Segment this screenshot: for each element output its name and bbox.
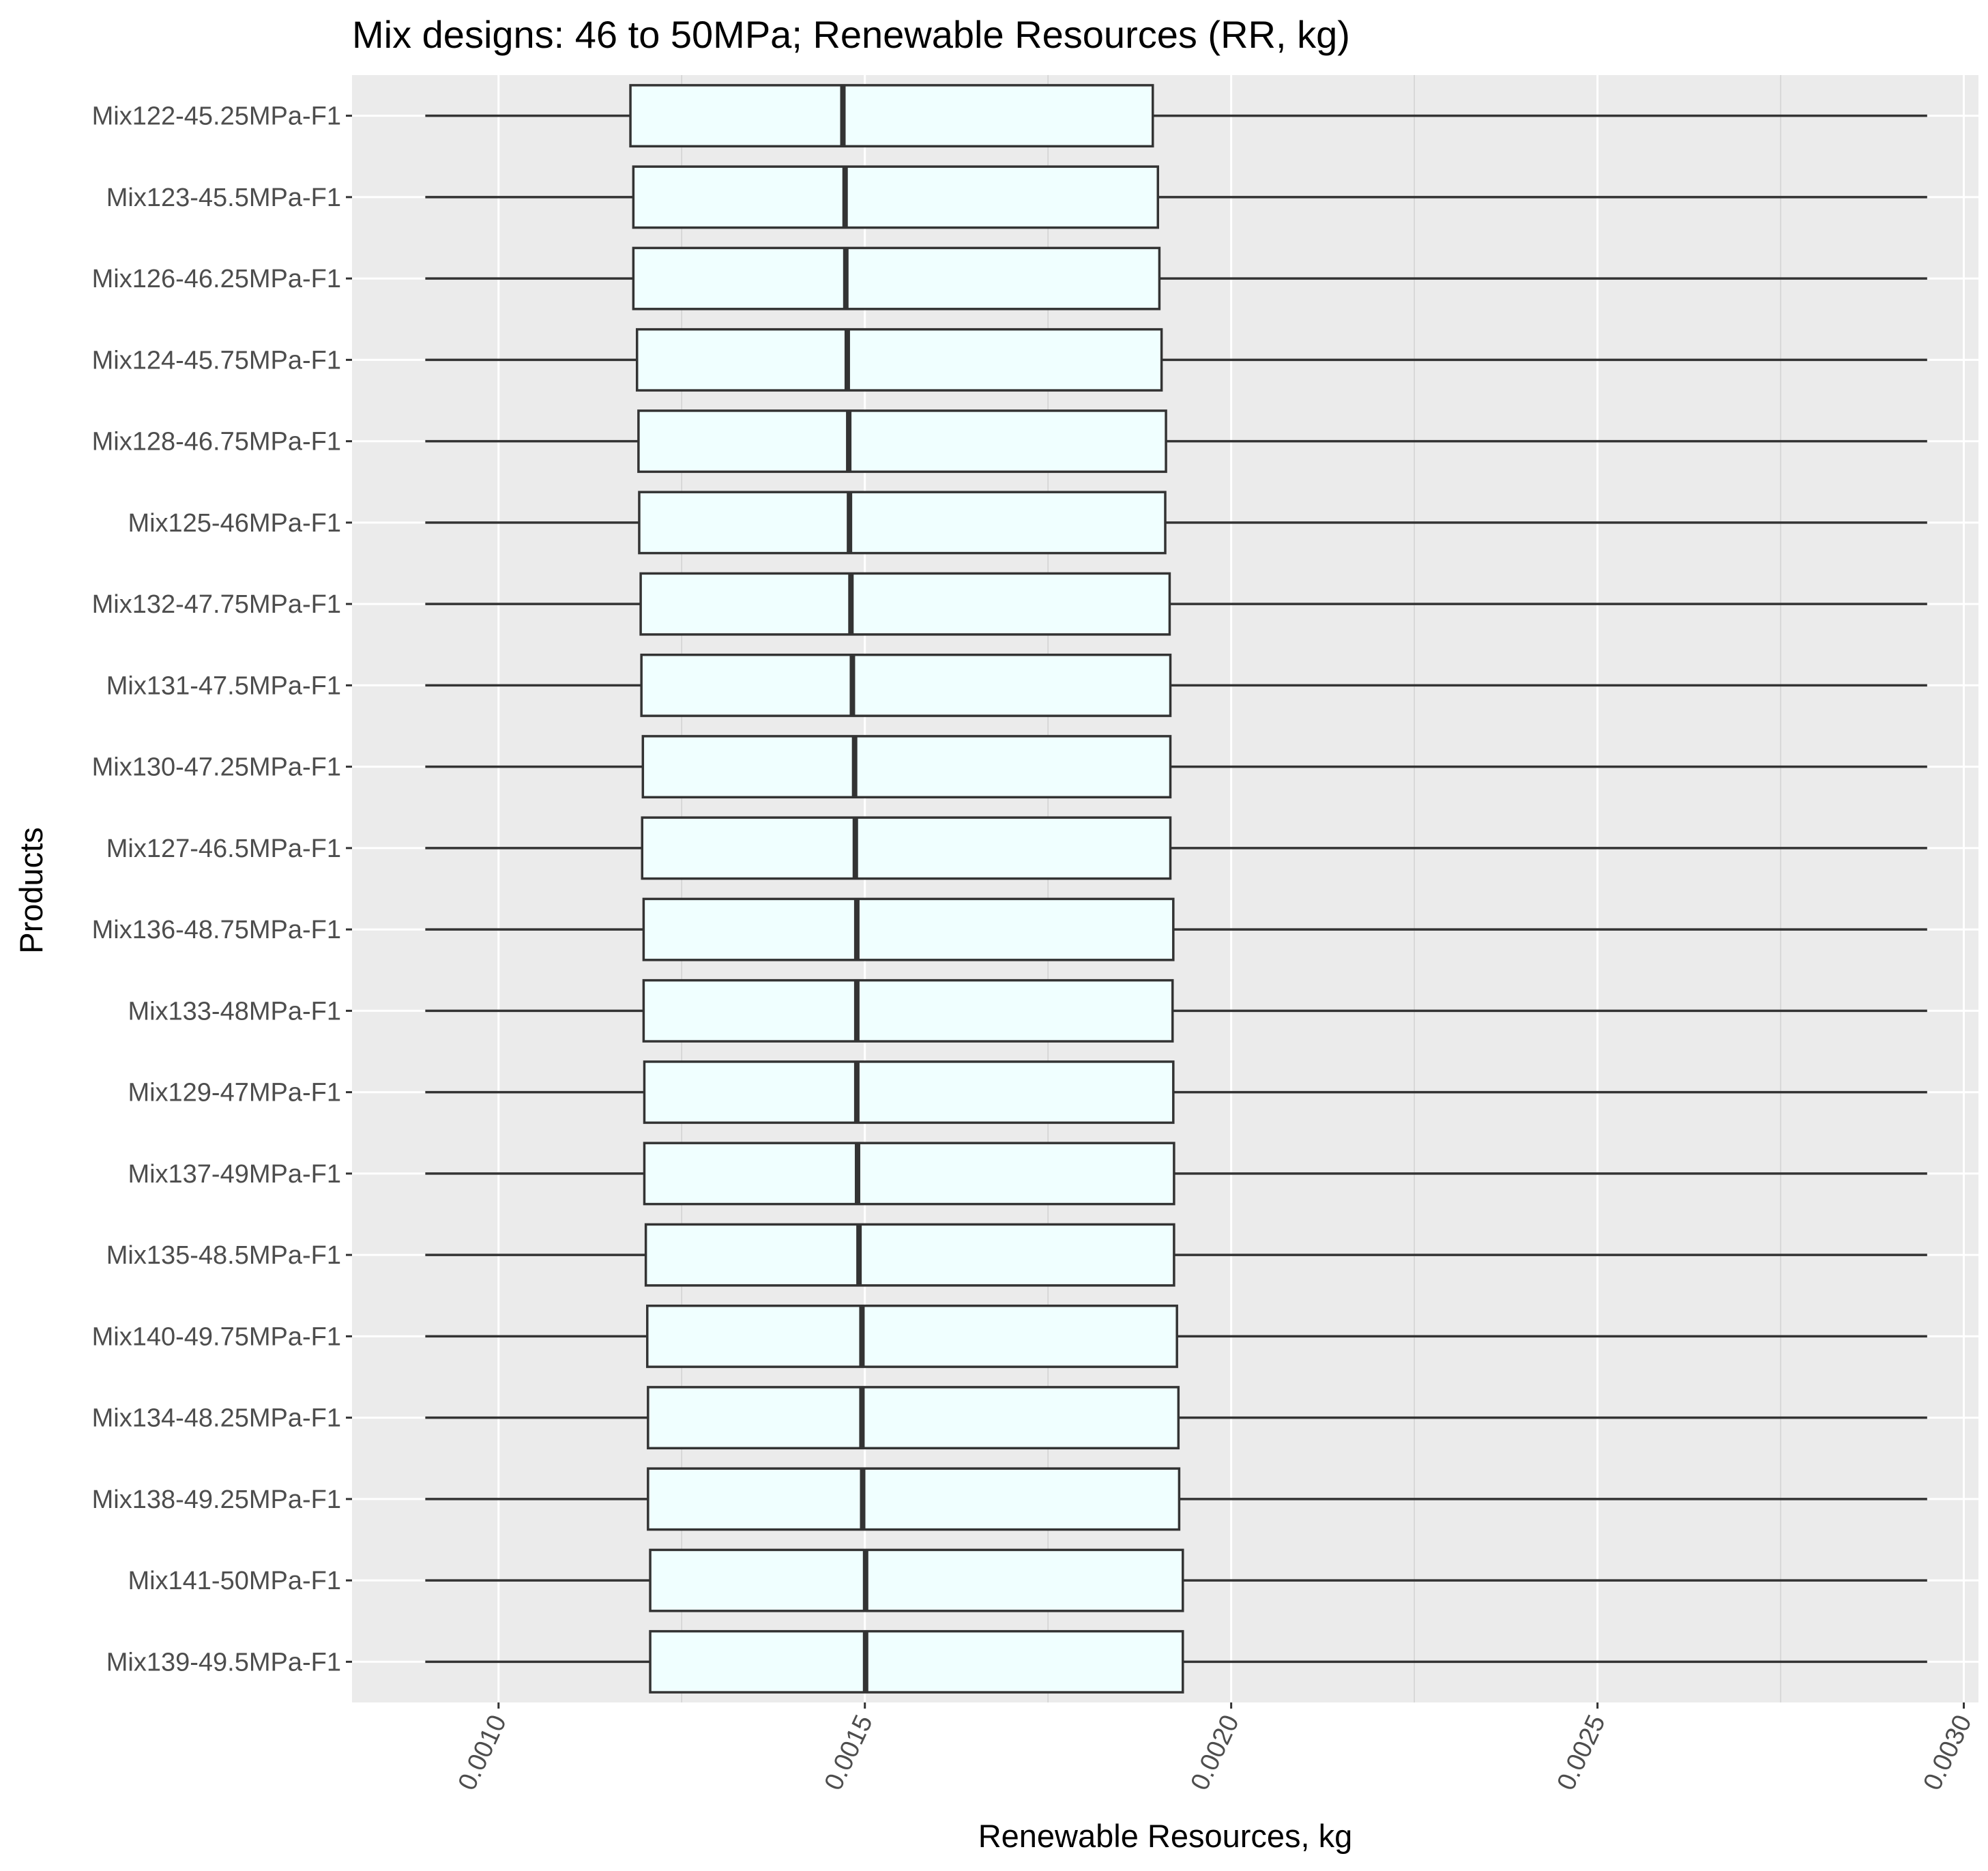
y-tick-label: Mix140-49.75MPa-F1 xyxy=(92,1322,341,1351)
chart-title: Mix designs: 46 to 50MPa; Renewable Reso… xyxy=(352,13,1350,56)
box-Mix130-47.25MPa-F1 xyxy=(425,735,1927,799)
box-Mix126-46.25MPa-F1 xyxy=(425,246,1927,310)
y-axis-title: Products xyxy=(13,827,49,953)
box-Mix138-49.25MPa-F1 xyxy=(425,1467,1927,1531)
box-iqr xyxy=(643,1060,1175,1125)
box-iqr xyxy=(635,328,1163,392)
y-tick-label: Mix127-46.5MPa-F1 xyxy=(106,835,341,863)
y-tick-label: Mix128-46.75MPa-F1 xyxy=(92,428,341,456)
box-iqr xyxy=(643,1142,1175,1206)
box-Mix128-46.75MPa-F1 xyxy=(425,409,1927,474)
box-Mix123-45.5MPa-F1 xyxy=(425,165,1927,229)
box-iqr xyxy=(642,978,1174,1043)
box-iqr xyxy=(640,653,1172,717)
box-Mix131-47.5MPa-F1 xyxy=(425,653,1927,717)
box-iqr xyxy=(641,735,1172,799)
x-axis-title: Renewable Resources, kg xyxy=(978,1818,1353,1854)
box-iqr xyxy=(644,1223,1175,1287)
box-iqr xyxy=(649,1629,1184,1694)
y-tick-label: Mix135-48.5MPa-F1 xyxy=(106,1241,341,1270)
y-tick-label: Mix124-45.75MPa-F1 xyxy=(92,346,341,375)
y-tick-label: Mix131-47.5MPa-F1 xyxy=(106,671,341,700)
y-tick-label: Mix130-47.25MPa-F1 xyxy=(92,753,341,782)
x-tick-label: 0.0010 xyxy=(453,1711,512,1795)
box-Mix141-50MPa-F1 xyxy=(425,1548,1927,1612)
box-iqr xyxy=(647,1467,1181,1531)
y-tick-label: Mix136-48.75MPa-F1 xyxy=(92,916,341,944)
box-Mix129-47MPa-F1 xyxy=(425,1060,1927,1125)
plot-panel xyxy=(352,75,1978,1702)
y-tick-label: Mix134-48.25MPa-F1 xyxy=(92,1404,341,1433)
box-Mix137-49MPa-F1 xyxy=(425,1142,1927,1206)
box-Mix135-48.5MPa-F1 xyxy=(425,1223,1927,1287)
y-tick-label: Mix137-49MPa-F1 xyxy=(128,1160,341,1189)
x-tick-label: 0.0015 xyxy=(819,1711,879,1795)
y-tick-label: Mix138-49.25MPa-F1 xyxy=(92,1485,341,1514)
y-tick-label: Mix126-46.25MPa-F1 xyxy=(92,265,341,293)
box-Mix127-46.5MPa-F1 xyxy=(425,816,1927,880)
box-iqr xyxy=(642,897,1175,961)
box-iqr xyxy=(638,491,1167,555)
y-axis: Mix122-45.25MPa-F1 Mix123-45.5MPa-F1 Mix12… xyxy=(92,102,352,1677)
y-tick-label: Mix129-47MPa-F1 xyxy=(128,1079,341,1107)
box-iqr xyxy=(639,572,1171,636)
y-tick-label: Mix123-45.5MPa-F1 xyxy=(106,184,341,212)
box-iqr xyxy=(629,84,1154,148)
y-tick-label: Mix132-47.75MPa-F1 xyxy=(92,590,341,619)
box-Mix140-49.75MPa-F1 xyxy=(425,1304,1927,1368)
boxes-layer xyxy=(425,84,1927,1694)
y-tick-label: Mix133-48MPa-F1 xyxy=(128,997,341,1026)
x-tick-label: 0.0020 xyxy=(1186,1711,1245,1795)
y-tick-label: Mix139-49.5MPa-F1 xyxy=(106,1648,341,1677)
x-tick-label: 0.0025 xyxy=(1552,1711,1611,1795)
y-tick-label: Mix125-46MPa-F1 xyxy=(128,509,341,538)
box-Mix132-47.75MPa-F1 xyxy=(425,572,1927,636)
box-iqr xyxy=(646,1304,1178,1368)
box-Mix122-45.25MPa-F1 xyxy=(425,84,1927,148)
y-tick-label: Mix122-45.25MPa-F1 xyxy=(92,102,341,131)
x-axis: 0.0010 0.0015 0.0020 0.0025 0.0030 xyxy=(453,1702,1978,1795)
x-tick-label: 0.0030 xyxy=(1918,1711,1977,1795)
box-iqr xyxy=(637,409,1167,474)
box-Mix139-49.5MPa-F1 xyxy=(425,1629,1927,1694)
box-Mix134-48.25MPa-F1 xyxy=(425,1386,1927,1450)
box-Mix125-46MPa-F1 xyxy=(425,491,1927,555)
box-iqr xyxy=(632,246,1161,310)
box-iqr xyxy=(647,1386,1180,1450)
box-iqr xyxy=(641,816,1172,880)
box-iqr xyxy=(632,165,1160,229)
box-Mix136-48.75MPa-F1 xyxy=(425,897,1927,961)
box-Mix133-48MPa-F1 xyxy=(425,978,1927,1043)
box-iqr xyxy=(649,1548,1184,1612)
box-Mix124-45.75MPa-F1 xyxy=(425,328,1927,392)
y-tick-label: Mix141-50MPa-F1 xyxy=(128,1567,341,1595)
